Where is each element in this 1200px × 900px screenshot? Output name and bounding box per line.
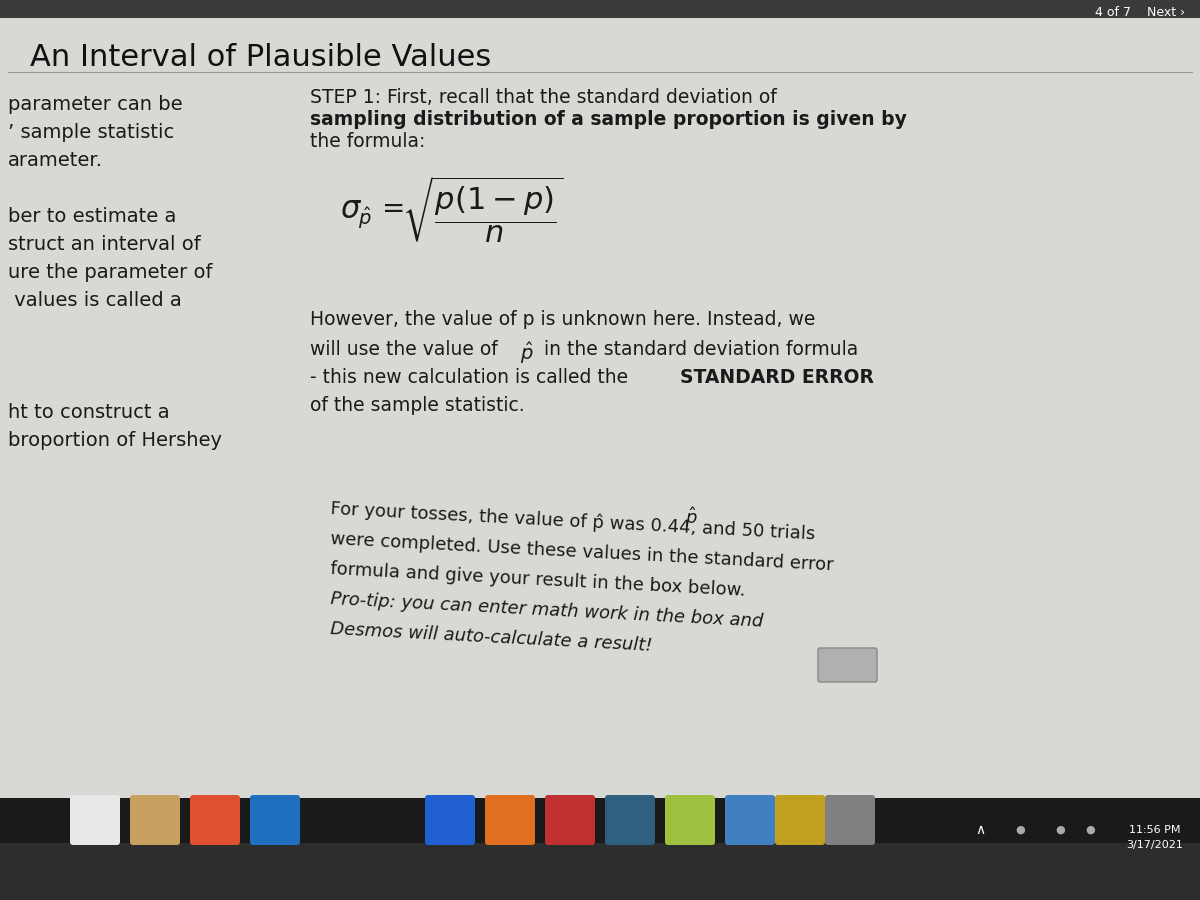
Text: STANDARD ERROR: STANDARD ERROR [680, 368, 874, 387]
FancyBboxPatch shape [818, 648, 877, 682]
Text: values is called a: values is called a [8, 291, 181, 310]
Text: Desmos will auto-calculate a result!: Desmos will auto-calculate a result! [330, 620, 653, 655]
Text: sampling distribution of a sample proportion is given by: sampling distribution of a sample propor… [310, 110, 907, 129]
Text: For your tosses, the value of p̂ was 0.44, and 50 trials: For your tosses, the value of p̂ was 0.4… [330, 500, 816, 544]
Text: Pro-tip: you can enter math work in the box and: Pro-tip: you can enter math work in the … [330, 590, 763, 631]
Text: ●: ● [1085, 825, 1094, 835]
FancyBboxPatch shape [725, 795, 775, 845]
Text: 4 of 7    Next ›: 4 of 7 Next › [1094, 5, 1186, 19]
Text: will use the value of: will use the value of [310, 340, 504, 359]
FancyBboxPatch shape [70, 795, 120, 845]
Text: the formula:: the formula: [310, 132, 425, 151]
Text: $\hat{p}$: $\hat{p}$ [520, 340, 534, 366]
Text: struct an interval of: struct an interval of [8, 235, 200, 254]
Text: were completed. Use these values in the standard error: were completed. Use these values in the … [330, 530, 834, 574]
FancyBboxPatch shape [605, 795, 655, 845]
FancyBboxPatch shape [665, 795, 715, 845]
Text: =: = [382, 196, 406, 223]
Text: formula and give your result in the box below.: formula and give your result in the box … [330, 560, 746, 599]
FancyBboxPatch shape [545, 795, 595, 845]
Text: $\hat{p}$: $\hat{p}$ [358, 205, 372, 231]
Text: ●: ● [1055, 825, 1064, 835]
Text: parameter can be: parameter can be [8, 95, 182, 114]
FancyBboxPatch shape [0, 798, 1200, 900]
Text: $\hat{p}$: $\hat{p}$ [685, 505, 697, 530]
Text: However, the value of p is unknown here. Instead, we: However, the value of p is unknown here.… [310, 310, 815, 329]
FancyBboxPatch shape [250, 795, 300, 845]
Text: arameter.: arameter. [8, 151, 103, 170]
Text: 11:56 PM: 11:56 PM [1129, 825, 1181, 835]
FancyBboxPatch shape [130, 795, 180, 845]
Text: - this new calculation is called the: - this new calculation is called the [310, 368, 634, 387]
Text: ber to estimate a: ber to estimate a [8, 207, 176, 226]
FancyBboxPatch shape [826, 795, 875, 845]
FancyBboxPatch shape [0, 18, 1200, 798]
Text: 3/17/2021: 3/17/2021 [1127, 840, 1183, 850]
FancyBboxPatch shape [425, 795, 475, 845]
FancyBboxPatch shape [775, 795, 826, 845]
FancyBboxPatch shape [0, 798, 1200, 843]
FancyBboxPatch shape [0, 0, 1200, 18]
FancyBboxPatch shape [190, 795, 240, 845]
Text: An Interval of Plausible Values: An Interval of Plausible Values [30, 43, 491, 73]
Text: ●: ● [1015, 825, 1025, 835]
Text: ht to construct a: ht to construct a [8, 403, 169, 422]
Text: ure the parameter of: ure the parameter of [8, 263, 212, 282]
Text: in the standard deviation formula: in the standard deviation formula [538, 340, 858, 359]
FancyBboxPatch shape [485, 795, 535, 845]
Text: $\wedge$: $\wedge$ [974, 823, 985, 837]
Text: $\sigma$: $\sigma$ [340, 194, 362, 226]
Text: of the sample statistic.: of the sample statistic. [310, 396, 524, 415]
Text: broportion of Hershey: broportion of Hershey [8, 431, 222, 450]
Text: ’ sample statistic: ’ sample statistic [8, 123, 174, 142]
Text: $\sqrt{\dfrac{p(1-p)}{n}}$: $\sqrt{\dfrac{p(1-p)}{n}}$ [402, 175, 564, 245]
Text: STEP 1: First, recall that the standard deviation of: STEP 1: First, recall that the standard … [310, 88, 776, 107]
